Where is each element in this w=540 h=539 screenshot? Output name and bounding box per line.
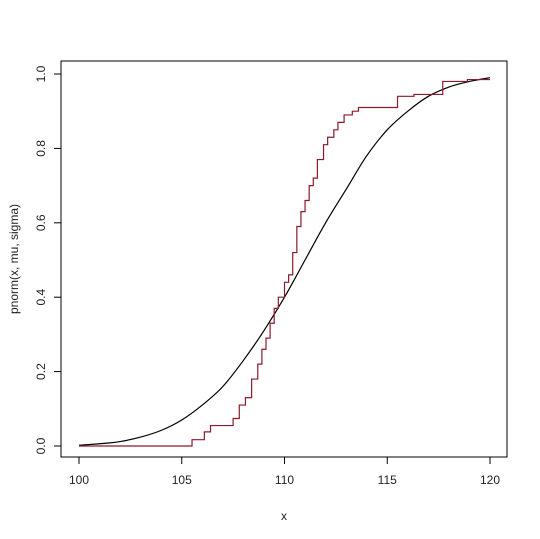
x-tick-label: 110	[275, 473, 294, 487]
x-tick-label: 120	[480, 473, 500, 487]
y-tick-label: 0.6	[34, 214, 48, 231]
x-axis-title: x	[281, 509, 287, 523]
y-tick-label: 0.8	[34, 140, 48, 157]
x-axis: 100 105 110 115 120	[69, 456, 500, 487]
x-tick-label: 115	[378, 473, 397, 487]
series-layer	[78, 77, 491, 447]
x-tick-label: 100	[69, 473, 89, 487]
y-tick-label: 0.2	[34, 363, 48, 380]
y-tick-label: 0.4	[34, 289, 48, 306]
plot-frame	[60, 60, 508, 458]
y-axis-title: pnorm(x, mu, sigma)	[7, 204, 21, 314]
y-tick-label: 1.0	[34, 65, 48, 82]
y-tick-label: 0.0	[34, 437, 48, 454]
y-axis: 0.0 0.2 0.4 0.6 0.8 1.0	[34, 65, 62, 454]
x-tick-label: 105	[172, 473, 192, 487]
normal-cdf-curve	[78, 77, 491, 446]
empirical-cdf-step-line	[79, 78, 490, 447]
